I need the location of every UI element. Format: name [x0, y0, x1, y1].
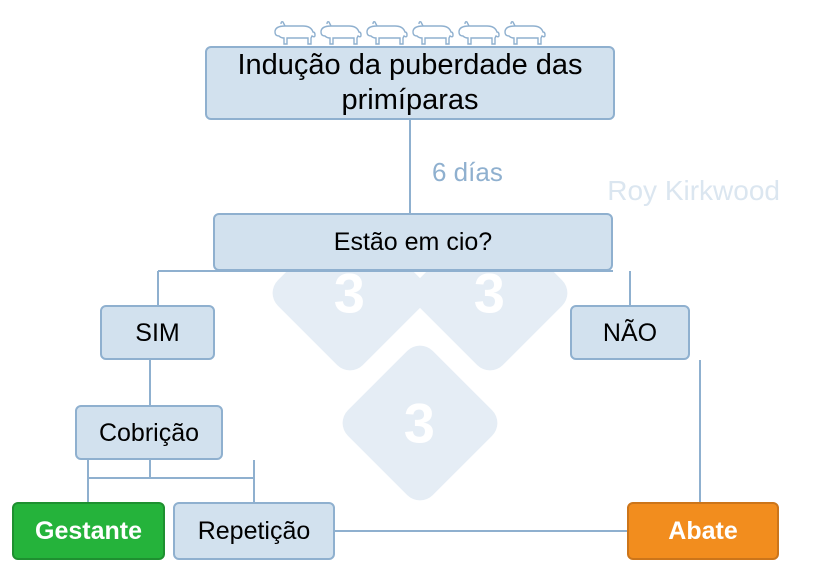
pig-icon — [503, 18, 547, 48]
node-label: Cobrição — [99, 418, 199, 448]
pig-icon — [411, 18, 455, 48]
node-label: Gestante — [35, 516, 142, 546]
pig-icon — [365, 18, 409, 48]
pig-icon — [319, 18, 363, 48]
node-gestante: Gestante — [12, 502, 165, 560]
pig-decoration-row — [273, 18, 547, 48]
node-cobricao: Cobrição — [75, 405, 223, 460]
node-root: Indução da puberdade das primíparas — [205, 46, 615, 120]
pig-icon — [457, 18, 501, 48]
node-label: SIM — [135, 318, 179, 348]
node-label: Abate — [668, 516, 737, 546]
node-repeticao: Repetição — [173, 502, 335, 560]
node-label: NÃO — [603, 318, 657, 348]
node-no: NÃO — [570, 305, 690, 360]
node-abate: Abate — [627, 502, 779, 560]
node-question: Estão em cio? — [213, 213, 613, 271]
node-label: Indução da puberdade das primíparas — [217, 48, 603, 118]
edge-label-days: 6 días — [432, 157, 503, 188]
node-yes: SIM — [100, 305, 215, 360]
pig-icon — [273, 18, 317, 48]
node-label: Estão em cio? — [334, 227, 492, 257]
node-label: Repetição — [198, 516, 311, 546]
